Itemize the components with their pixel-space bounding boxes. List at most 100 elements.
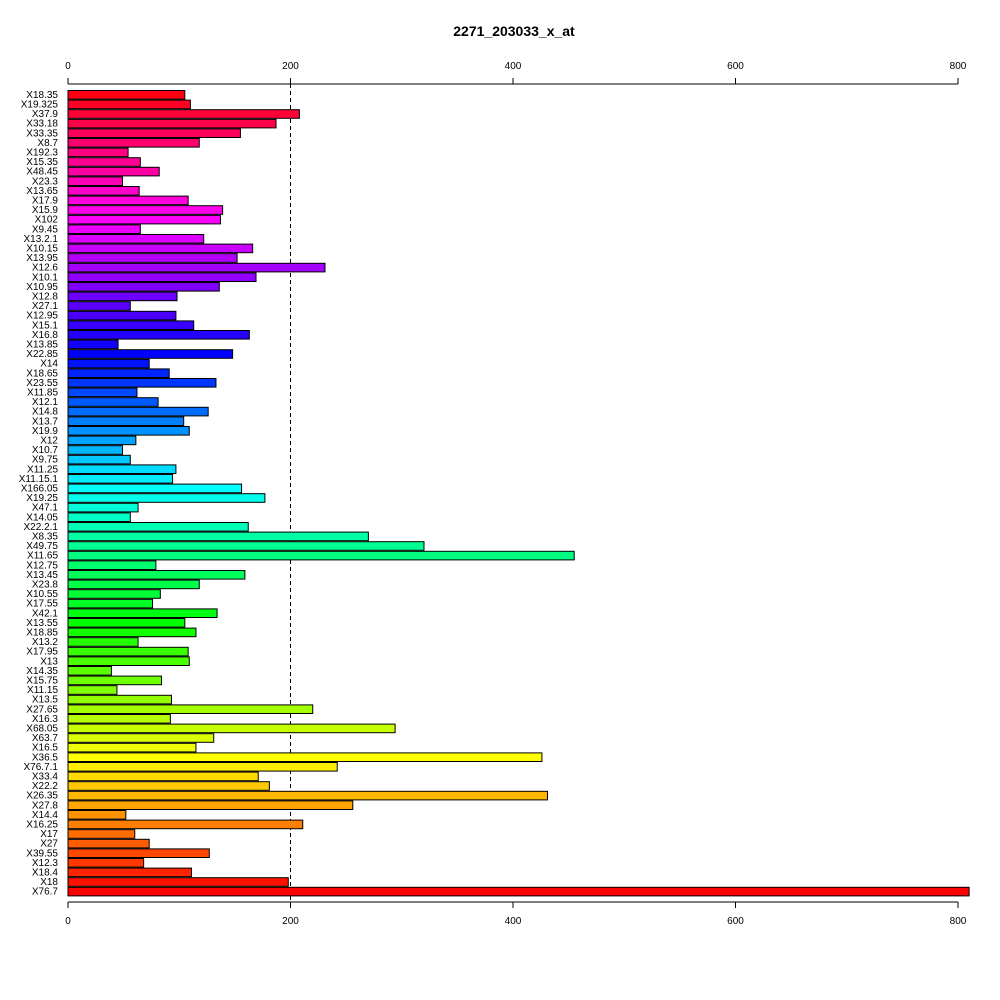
- bar-X16.5: [67, 742, 197, 753]
- bar-X14: [67, 358, 150, 369]
- bar-X11.25: [67, 464, 177, 474]
- bar-X13.95: [67, 253, 238, 263]
- category-label: X18.85: [26, 628, 58, 639]
- category-label: X23.55: [26, 378, 58, 389]
- bar-X12: [67, 435, 137, 446]
- category-label: X13.55: [26, 618, 58, 629]
- category-label: X19.9: [32, 426, 59, 437]
- bar-X10.1: [67, 272, 257, 282]
- category-label: X19.325: [21, 100, 59, 111]
- category-label: X17.55: [26, 599, 58, 610]
- bar-X36.5: [67, 752, 543, 763]
- tick-label: 800: [950, 61, 967, 72]
- category-label: X17: [40, 829, 58, 840]
- category-label: X18: [40, 877, 58, 888]
- bar-X18.85: [67, 627, 197, 638]
- category-label: X76.7: [32, 887, 59, 898]
- bar-X9.75: [67, 454, 131, 465]
- bar-X22.85: [67, 349, 234, 359]
- category-label: X23.8: [32, 580, 59, 591]
- category-label: X14.05: [26, 512, 58, 523]
- bar-X16.25: [67, 819, 304, 830]
- bar-X23.8: [67, 579, 200, 590]
- bar-X48.45: [67, 166, 160, 177]
- bar-X63.7: [67, 733, 215, 743]
- bar-X10.7: [67, 445, 124, 455]
- tick-label: 600: [727, 916, 744, 927]
- category-label: X39.55: [26, 848, 58, 859]
- category-label: X11.85: [27, 388, 58, 399]
- bar-X23.3: [67, 176, 124, 186]
- bar-X27: [67, 838, 150, 849]
- category-label: X42.1: [32, 608, 59, 619]
- category-label: X10.7: [32, 445, 59, 456]
- bar-X49.75: [67, 541, 425, 551]
- bar-X15.9: [67, 205, 224, 215]
- bar-X192.3: [67, 147, 129, 158]
- category-label: X12.6: [32, 263, 59, 274]
- bar-X13.55: [67, 618, 186, 628]
- bar-X9.45: [67, 224, 141, 234]
- bar-X13.2.1: [67, 234, 205, 244]
- category-label: X11.15.1: [19, 474, 59, 485]
- category-label: X18.35: [26, 90, 58, 101]
- bar-X14.4: [67, 810, 127, 820]
- bar-X11.85: [67, 387, 138, 398]
- bar-X16.8: [67, 330, 250, 340]
- bar-X15.35: [67, 157, 141, 167]
- category-label: X102: [35, 215, 59, 226]
- bar-X17.55: [67, 598, 154, 609]
- category-label: X37.9: [32, 109, 59, 120]
- category-label: X13.45: [26, 570, 58, 581]
- bar-X18.65: [67, 368, 170, 378]
- category-label: X12.95: [26, 311, 58, 322]
- category-label: X13.7: [32, 416, 59, 427]
- bar-X11.15: [67, 685, 118, 695]
- bar-X8.7: [67, 138, 200, 148]
- category-label: X14.35: [26, 666, 58, 677]
- tick-label: 0: [65, 61, 71, 72]
- bar-X8.35: [67, 531, 369, 542]
- category-label: X8.7: [37, 138, 58, 149]
- bar-X76.7: [67, 886, 970, 897]
- bar-X19.9: [67, 426, 190, 436]
- category-label: X22.2.1: [24, 522, 59, 533]
- bar-X13.65: [67, 186, 140, 196]
- category-label: X33.4: [32, 772, 59, 783]
- bar-X166.05: [67, 483, 243, 494]
- category-label: X8.35: [32, 532, 59, 543]
- tick-label: 600: [727, 61, 744, 72]
- category-label: X12.75: [26, 560, 58, 571]
- tick-label: 0: [65, 916, 71, 927]
- bar-X27.65: [67, 704, 314, 715]
- bar-X10.55: [67, 589, 161, 599]
- chart-title: 2271_203033_x_at: [453, 23, 575, 39]
- bar-X33.4: [67, 771, 259, 782]
- category-label: X12.3: [32, 858, 59, 869]
- category-label: X10.15: [26, 244, 58, 255]
- bar-X13.85: [67, 339, 119, 350]
- category-label: X76.7.1: [24, 762, 59, 773]
- bar-X33.35: [67, 128, 241, 138]
- bar-X102: [67, 214, 221, 225]
- bar-X17: [67, 829, 136, 839]
- category-label: X166.05: [21, 484, 59, 495]
- category-label: X27.8: [32, 800, 59, 811]
- bar-X12.75: [67, 560, 157, 571]
- bar-X13.7: [67, 416, 185, 426]
- bar-X37.9: [67, 109, 300, 119]
- bar-X13: [67, 656, 190, 667]
- bar-X15.1: [67, 320, 195, 330]
- category-label: X14: [40, 359, 58, 370]
- tick-label: 200: [282, 61, 299, 72]
- bar-X14.35: [67, 666, 112, 676]
- bar-X11.15.1: [67, 474, 174, 484]
- category-label: X10.55: [26, 589, 58, 600]
- category-label: X9.45: [32, 224, 59, 235]
- category-label: X33.18: [26, 119, 58, 130]
- category-label: X12.1: [32, 397, 59, 408]
- category-label: X17.95: [26, 647, 58, 658]
- category-label: X16.5: [32, 743, 59, 754]
- category-label: X15.35: [26, 157, 58, 168]
